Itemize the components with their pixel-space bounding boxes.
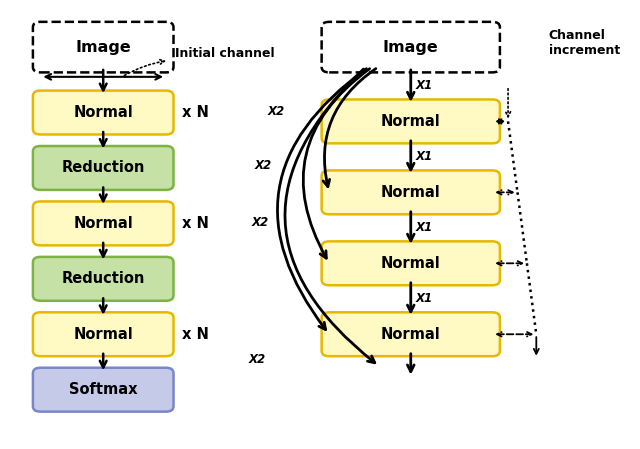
Text: Normal: Normal (74, 216, 133, 231)
Text: x N: x N (182, 327, 209, 342)
Text: Reduction: Reduction (61, 160, 145, 176)
Text: Image: Image (76, 40, 131, 55)
Text: Initial channel: Initial channel (175, 47, 275, 60)
FancyBboxPatch shape (33, 313, 173, 356)
Text: X1: X1 (416, 221, 433, 234)
FancyBboxPatch shape (33, 368, 173, 412)
Text: X1: X1 (416, 150, 433, 163)
Text: Normal: Normal (381, 114, 441, 129)
Text: Normal: Normal (381, 256, 441, 271)
Text: X2: X2 (252, 216, 269, 229)
Text: Image: Image (383, 40, 438, 55)
Text: X2: X2 (268, 106, 284, 119)
FancyBboxPatch shape (33, 257, 173, 301)
Text: Normal: Normal (381, 327, 441, 342)
FancyBboxPatch shape (33, 91, 173, 135)
Text: Normal: Normal (74, 327, 133, 342)
Text: x N: x N (182, 105, 209, 120)
FancyBboxPatch shape (322, 313, 500, 356)
Text: Reduction: Reduction (61, 271, 145, 286)
Text: Softmax: Softmax (69, 382, 138, 397)
Text: X2: X2 (248, 353, 266, 366)
Text: Normal: Normal (381, 185, 441, 200)
Text: Normal: Normal (74, 105, 133, 120)
FancyBboxPatch shape (322, 171, 500, 214)
FancyBboxPatch shape (322, 22, 500, 72)
FancyBboxPatch shape (322, 99, 500, 143)
FancyBboxPatch shape (33, 146, 173, 190)
Text: X1: X1 (416, 79, 433, 92)
FancyBboxPatch shape (33, 22, 173, 72)
Text: x N: x N (182, 216, 209, 231)
FancyBboxPatch shape (322, 242, 500, 285)
Text: Channel
increment: Channel increment (549, 29, 620, 57)
Text: X2: X2 (255, 158, 272, 172)
FancyBboxPatch shape (33, 202, 173, 245)
Text: X1: X1 (416, 292, 433, 305)
